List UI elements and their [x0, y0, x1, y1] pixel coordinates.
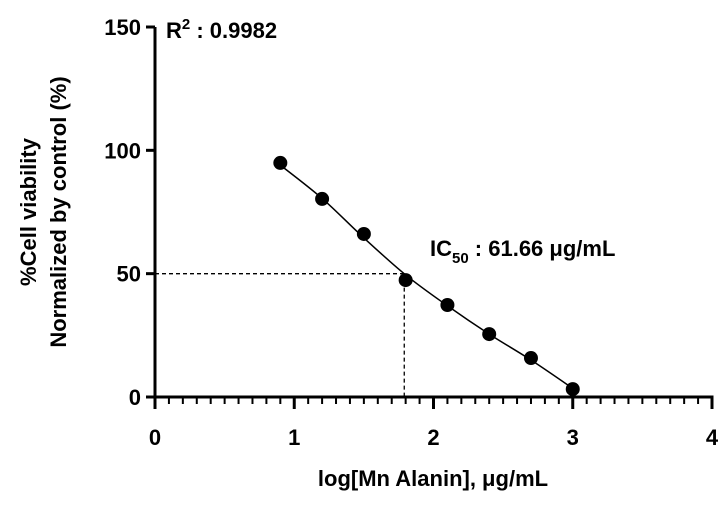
r2-text: : 0.9982 — [190, 18, 277, 43]
data-point — [565, 382, 580, 397]
data-point — [398, 273, 413, 288]
y-axis-label: %Cell viability — [16, 137, 41, 286]
ic50-annotation: IC50 : 61.66 μg/mL — [430, 236, 615, 267]
r2-annotation: R2 : 0.9982 — [166, 16, 277, 43]
y-tick-label: 0 — [129, 385, 141, 410]
x-tick-label: 1 — [288, 425, 300, 450]
x-tick-label: 2 — [427, 425, 439, 450]
data-point — [482, 327, 497, 342]
data-point — [315, 191, 330, 206]
x-tick-label: 0 — [149, 425, 161, 450]
x-tick-label: 3 — [567, 425, 579, 450]
x-axis-label: log[Mn Alanin], μg/mL — [318, 466, 548, 491]
data-point — [440, 297, 455, 312]
ic50-sub: 50 — [452, 250, 469, 267]
y-tick-label: 100 — [104, 138, 141, 163]
y-tick-label: 150 — [104, 15, 141, 40]
r2-sup: 2 — [182, 16, 190, 33]
ic50-base: IC — [430, 236, 452, 261]
x-tick-label: 4 — [706, 425, 719, 450]
y-tick-label: 50 — [117, 262, 141, 287]
data-point — [523, 351, 538, 366]
r2-base: R — [166, 18, 182, 43]
y-axis-label: Normalized by control (%) — [46, 76, 71, 347]
data-point — [273, 155, 288, 170]
data-point — [356, 226, 371, 241]
ic50-text: : 61.66 μg/mL — [469, 236, 616, 261]
